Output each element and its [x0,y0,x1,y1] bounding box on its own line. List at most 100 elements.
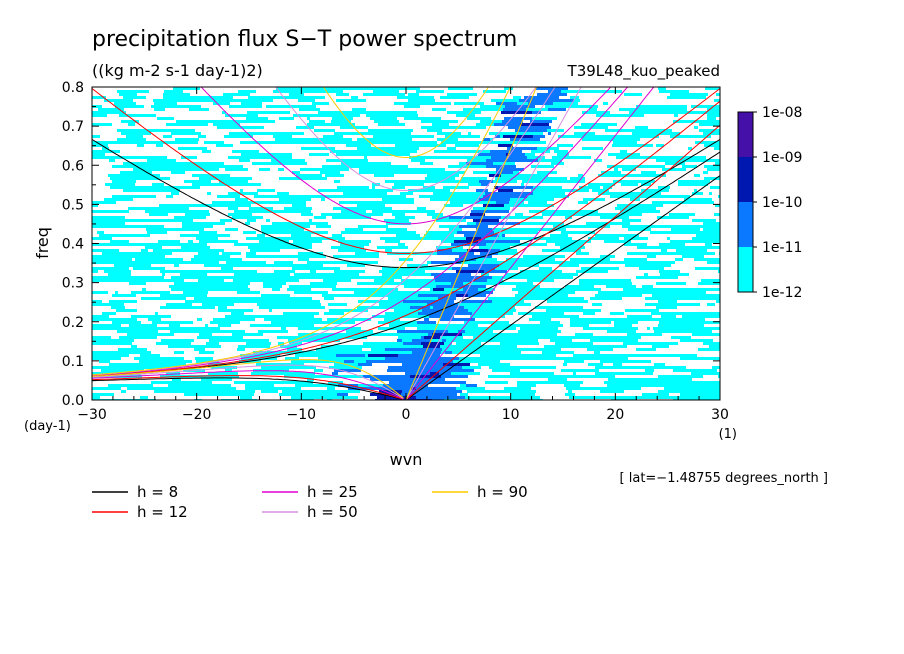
power-cell [422,102,451,105]
power-cell [552,180,572,183]
power-cell [553,273,578,276]
power-cell [495,360,500,363]
power-cell [497,303,511,306]
power-cell [365,186,369,189]
power-cell [504,141,535,144]
power-cell [225,168,248,171]
power-cell [222,204,251,207]
power-cell [230,264,248,267]
power-cell [245,357,277,360]
power-cell [394,309,397,312]
power-cell [592,345,609,348]
power-cell [97,231,104,234]
power-cell [238,288,250,291]
power-cell [437,252,469,255]
power-cell [135,276,144,279]
power-cell [288,303,300,306]
power-cell [597,336,606,339]
power-cell [621,183,633,186]
power-cell [92,336,95,339]
power-cell [316,225,331,228]
power-cell [388,297,405,300]
power-cell [421,381,434,384]
power-cell [536,87,545,90]
power-cell [149,261,181,264]
power-cell [206,246,210,249]
power-cell [585,336,597,339]
power-cell [458,348,483,351]
power-cell [201,381,205,384]
power-cell [576,180,585,183]
power-cell [108,174,139,177]
power-cell [287,348,291,351]
power-cell [137,144,144,147]
power-cell [464,321,496,324]
power-cell [367,153,384,156]
power-cell [701,279,720,282]
power-cell [291,336,297,339]
power-cell [232,216,257,219]
power-cell [473,171,496,174]
power-cell [261,366,288,369]
power-cell [495,135,500,138]
power-cell [588,363,603,366]
power-cell [280,345,297,348]
power-cell [386,228,407,231]
power-cell [699,93,708,96]
power-cell [248,264,268,267]
power-cell [653,327,665,330]
power-cell [213,123,224,126]
power-cell [414,210,435,213]
power-cell [547,300,557,303]
power-cell [434,129,442,132]
power-cell [718,384,720,387]
power-cell [416,144,436,147]
power-cell [470,315,488,318]
power-cell [559,150,568,153]
power-cell [686,390,717,393]
power-cell [691,372,720,375]
power-cell [480,105,505,108]
power-cell [498,351,521,354]
power-cell [387,201,414,204]
power-cell [627,252,650,255]
power-cell [112,180,136,183]
power-cell [545,306,568,309]
power-cell [171,171,185,174]
power-cell [332,327,361,330]
power-cell [321,213,338,216]
dispersion-curves [92,87,720,400]
power-cell [331,141,363,144]
power-cell [314,129,335,132]
power-cell [239,159,250,162]
power-cell [210,174,230,177]
power-cell [460,192,485,195]
power-cell [507,276,537,279]
power-cell [499,297,531,300]
power-cell [669,324,685,327]
power-cell [483,204,504,207]
power-cell [336,93,349,96]
power-cell [303,99,306,102]
power-cell [439,309,468,312]
power-cell [167,186,191,189]
power-cell [427,303,458,306]
power-cell [354,159,368,162]
power-cell [306,99,315,102]
power-cell [608,153,640,156]
power-cell [163,219,193,222]
power-cell [114,252,140,255]
power-cell [291,348,302,351]
power-cell [360,132,389,135]
power-cell [671,228,700,231]
power-cell [102,339,134,342]
power-cell [271,372,290,375]
power-cell [398,147,408,150]
power-cell [385,348,416,351]
power-cell [555,243,584,246]
power-cell [433,297,438,300]
power-cell [160,270,184,273]
power-cell [535,141,546,144]
power-cell [118,369,139,372]
power-cell [334,132,360,135]
